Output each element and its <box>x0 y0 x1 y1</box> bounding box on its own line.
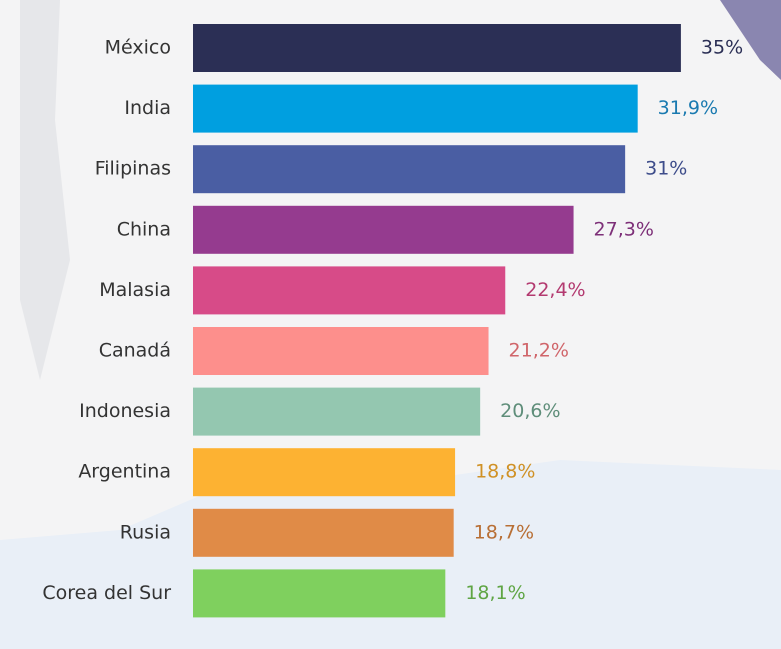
bar <box>193 569 446 618</box>
bar <box>193 387 481 436</box>
category-label: Filipinas <box>95 158 171 180</box>
category-label: Canadá <box>99 340 171 362</box>
value-label: 22,4% <box>525 279 585 301</box>
value-label: 20,6% <box>500 400 560 422</box>
category-label: Argentina <box>78 461 171 483</box>
category-label: Corea del Sur <box>42 582 171 604</box>
bar <box>193 448 456 497</box>
bar <box>193 508 454 557</box>
background-shape <box>20 0 70 380</box>
category-label: Rusia <box>120 521 171 543</box>
value-label: 21,2% <box>509 340 569 362</box>
bar <box>193 205 574 254</box>
category-label: Malasia <box>99 279 171 301</box>
value-label: 18,8% <box>475 461 535 483</box>
bar <box>193 266 506 315</box>
category-label: India <box>124 97 171 119</box>
category-label: China <box>117 218 171 240</box>
value-label: 35% <box>701 37 743 59</box>
value-label: 18,7% <box>474 521 534 543</box>
category-label: México <box>105 37 171 59</box>
value-label: 31% <box>645 158 687 180</box>
bar <box>193 327 489 375</box>
value-label: 27,3% <box>594 218 654 240</box>
category-label: Indonesia <box>79 400 171 422</box>
value-label: 18,1% <box>465 582 525 604</box>
corner-shape <box>720 0 781 80</box>
bar <box>193 24 681 72</box>
bar <box>193 84 638 133</box>
value-label: 31,9% <box>658 97 718 119</box>
bar <box>193 145 626 194</box>
